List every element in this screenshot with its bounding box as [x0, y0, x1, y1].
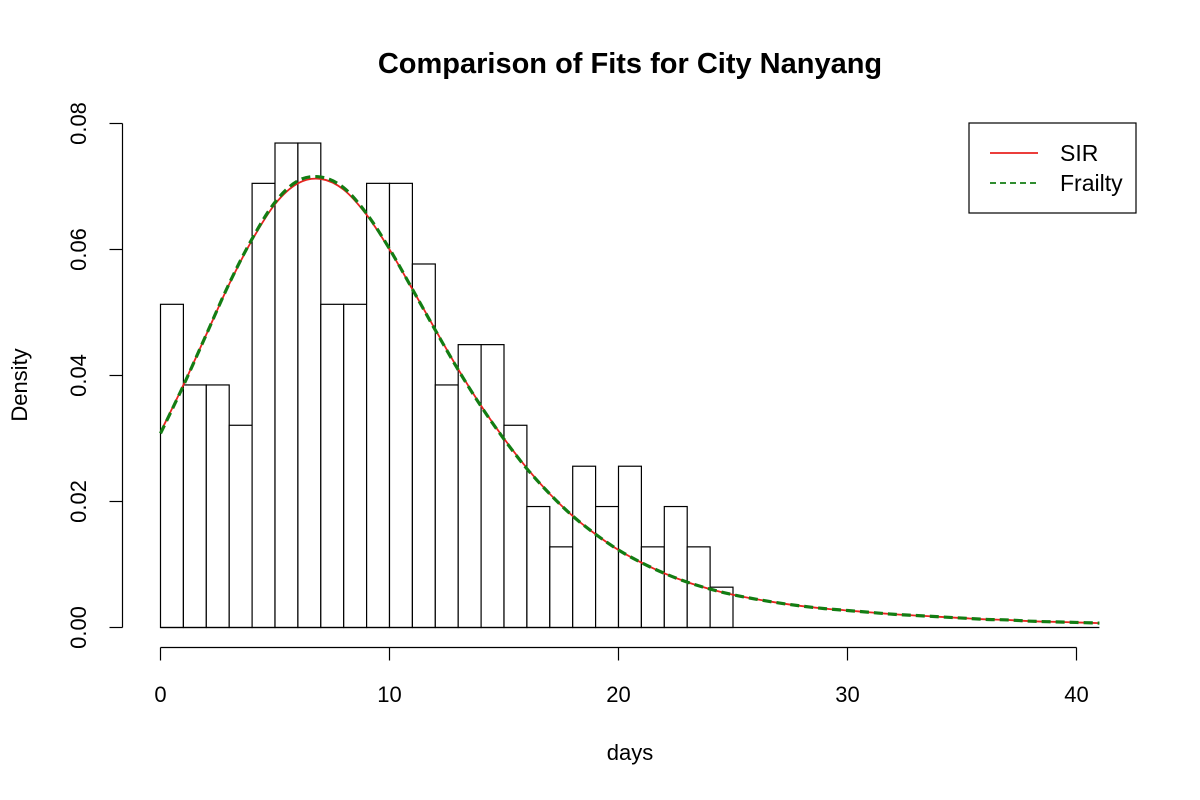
histogram-bars [159, 142, 1100, 629]
sir-curve [159, 177, 1100, 624]
x-tick-label: 40 [1064, 682, 1088, 707]
histogram-bar [640, 546, 665, 629]
histogram-bar [366, 182, 391, 629]
x-axis: 0 10 20 30 40 [154, 646, 1089, 707]
histogram-bar [572, 465, 597, 629]
legend-box [968, 122, 1137, 214]
histogram-bar [159, 303, 184, 629]
histogram-bar [549, 546, 574, 629]
histogram-bar [297, 142, 322, 629]
histogram-bar [434, 384, 459, 629]
x-tick-label: 20 [606, 682, 630, 707]
y-axis: 0.00 0.02 0.04 0.06 0.08 [66, 102, 124, 649]
y-tick-label: 0.04 [66, 354, 91, 397]
histogram-bar [205, 384, 230, 629]
legend-sir-label: SIR [1060, 140, 1098, 166]
histogram-bar [526, 505, 551, 629]
y-axis-label: Density [7, 348, 32, 421]
chart-title: Comparison of Fits for City Nanyang [378, 48, 882, 80]
y-tick-label: 0.02 [66, 480, 91, 523]
y-tick-label: 0.06 [66, 228, 91, 271]
histogram-bar [274, 142, 299, 629]
histogram-bar [228, 424, 253, 629]
histogram-bar [251, 182, 276, 629]
x-tick-label: 10 [377, 682, 401, 707]
fit-curves [159, 174, 1100, 625]
histogram-bar [663, 505, 688, 629]
histogram-bar [594, 505, 620, 629]
x-axis-label: days [607, 740, 653, 765]
histogram-bar [617, 465, 642, 629]
x-tick-label: 0 [154, 682, 166, 707]
histogram-bar [503, 424, 528, 629]
histogram-bar [480, 344, 505, 629]
x-tick-label: 30 [835, 682, 859, 707]
histogram-bar [388, 182, 413, 629]
histogram-bar [411, 263, 436, 629]
frailty-curve [159, 174, 1100, 625]
legend: SIR Frailty [968, 122, 1137, 214]
legend-frailty-label: Frailty [1060, 170, 1123, 196]
histogram-bar [182, 384, 207, 629]
histogram-bar [343, 303, 368, 629]
histogram-bar [320, 303, 345, 629]
y-tick-label: 0.08 [66, 102, 91, 145]
y-tick-label: 0.00 [66, 606, 91, 649]
